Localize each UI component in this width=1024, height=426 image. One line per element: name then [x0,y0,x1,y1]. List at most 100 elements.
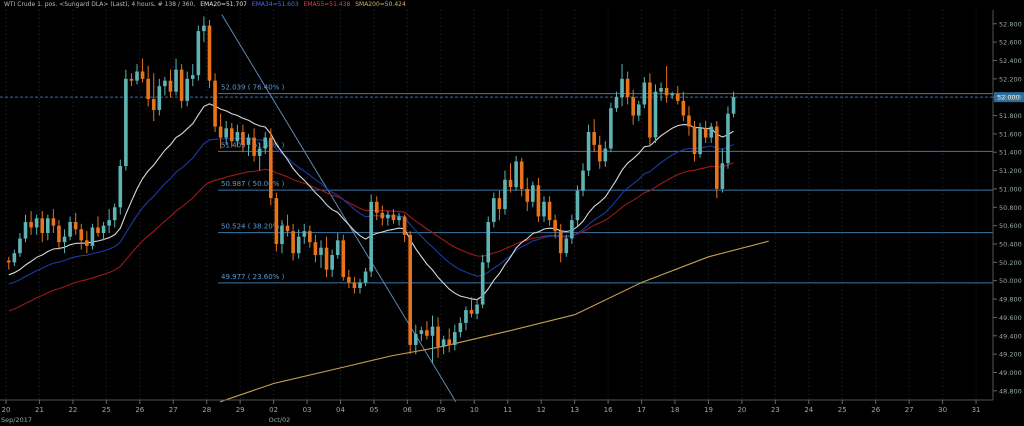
candle-body [107,220,111,226]
legend-ema34: EMA34=51.603 [251,1,299,8]
candle-body [224,128,229,138]
candle-body [391,214,396,221]
x-tick-label: 20 [737,406,746,414]
legend-ema55: EMA55=51.438 [303,1,351,8]
candle-body [185,78,189,101]
axes: 48.800 49.000 49.200 49.400 49.600 49.800 50.0… [0,10,1022,424]
y-tick-label: 51.400 [999,149,1022,157]
candle-body [34,218,39,228]
candle-body [157,86,162,111]
fibonacci-label: 49.977 ( 23.60% ) [221,273,285,281]
candle-body [519,161,524,189]
candle-body [492,198,496,222]
y-tick-label: 50.000 [999,277,1022,285]
candle-body [285,225,290,232]
candle-body [252,137,256,156]
y-tick-label: 49.800 [999,296,1022,304]
x-tick-label: 04 [336,406,345,414]
candle-body [263,137,268,149]
trendline [221,14,457,403]
candle-body [218,126,223,138]
candle-body [174,69,178,92]
candle-body [151,99,156,111]
candle-body [503,179,507,210]
candle-body [464,310,468,323]
candle-body [129,78,134,81]
x-tick-label: 30 [938,406,947,414]
candle-body [358,282,362,289]
grid [5,10,977,400]
candle-body [687,115,691,127]
candle-body [452,332,457,345]
candle-body [458,322,463,333]
y-tick-label: 50.600 [999,222,1022,230]
candle-body [302,231,307,237]
x-tick-label: 28 [202,406,211,414]
candle-body [62,236,67,243]
candle-body [648,82,652,138]
candle-body [179,69,184,101]
x-tick-label: 05 [369,406,378,414]
x-tick-label: 27 [169,406,178,414]
candle-body [720,163,725,189]
candle-body [531,185,535,202]
x-tick-label: 06 [403,406,412,414]
candle-body [609,108,613,149]
y-tick-label: 52.200 [999,75,1022,83]
y-tick-label: 50.200 [999,259,1022,267]
candle-body [497,198,502,210]
y-tick-label: 50.400 [999,241,1022,249]
y-tick-label: 49.600 [999,314,1022,322]
candle-body [670,93,675,96]
candle-body [168,80,173,92]
candle-body [280,225,284,244]
candle-body [12,253,17,263]
candle-body [536,185,541,217]
x-tick-label: 26 [135,406,144,414]
x-tick-label: 23 [771,406,780,414]
candle-body [40,218,45,233]
candle-body [425,330,429,336]
x-tick-label: 26 [871,406,880,414]
y-tick-label: 48.800 [999,387,1022,395]
candle-body [51,218,56,226]
candle-body [101,225,106,233]
candle-body [229,128,234,142]
candle-body [402,216,407,235]
candle-body [642,82,647,105]
candle-body [18,238,22,254]
candle-body [330,255,334,270]
candle-body [586,132,591,171]
x-tick-label: 25 [102,406,111,414]
candle-body [447,339,452,345]
x-tick-label: 18 [671,406,680,414]
candle-body [347,277,351,283]
candle-body [146,78,150,100]
candle-body [419,330,424,334]
fibonacci-label: 50.987 ( 50.00% ) [221,180,285,188]
candle-body [29,221,33,228]
x-month-label: Oct/02 [269,416,291,424]
candle-body [135,71,139,81]
y-tick-label: 51.800 [999,112,1022,120]
candle-body [698,128,702,155]
candle-body [441,339,446,347]
candle-body [731,97,736,114]
candle-body [486,221,491,263]
candle-body [352,282,357,289]
candle-body [241,132,245,145]
legend-ema20: EMA20=51.707 [200,1,247,8]
x-tick-label: 09 [436,406,445,414]
y-tick-label: 52.800 [999,20,1022,28]
candle-body [508,179,513,188]
x-tick-label: 16 [604,406,613,414]
candle-body [597,144,602,162]
y-tick-label: 51.000 [999,185,1022,193]
candle-body [68,221,72,237]
candle-body [726,113,730,164]
candle-body [653,91,658,138]
candle-body [430,326,435,336]
y-tick-label: 51.200 [999,167,1022,175]
